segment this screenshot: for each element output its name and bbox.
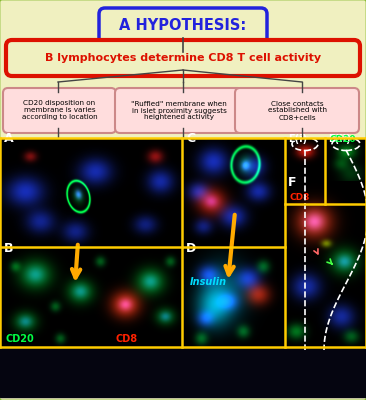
FancyBboxPatch shape bbox=[6, 40, 360, 76]
Text: B: B bbox=[4, 242, 14, 255]
Text: Close contacts
established with
CD8+cells: Close contacts established with CD8+cell… bbox=[268, 100, 326, 120]
Text: A HYPOTHESIS:: A HYPOTHESIS: bbox=[119, 18, 247, 34]
Bar bbox=[0, 347, 366, 397]
Text: C: C bbox=[186, 132, 195, 145]
FancyBboxPatch shape bbox=[235, 88, 359, 133]
Text: Insulin: Insulin bbox=[190, 277, 227, 287]
Text: CD20 disposition on
membrane is varies
according to location: CD20 disposition on membrane is varies a… bbox=[22, 100, 97, 120]
Text: "Ruffled" membrane when
in islet proximity suggests
heightened activity: "Ruffled" membrane when in islet proximi… bbox=[131, 100, 227, 120]
FancyBboxPatch shape bbox=[115, 88, 243, 133]
Text: F: F bbox=[288, 176, 296, 189]
Text: CD8: CD8 bbox=[115, 334, 137, 344]
Text: CD8: CD8 bbox=[289, 193, 309, 202]
Text: A: A bbox=[4, 132, 14, 145]
Text: CD20: CD20 bbox=[5, 334, 34, 344]
FancyBboxPatch shape bbox=[3, 88, 116, 133]
Text: E(ii): E(ii) bbox=[328, 134, 351, 144]
Text: CD20: CD20 bbox=[330, 135, 356, 144]
Text: B lymphocytes determine CD8 T cell activity: B lymphocytes determine CD8 T cell activ… bbox=[45, 53, 321, 63]
Text: E(i): E(i) bbox=[288, 134, 307, 144]
Text: D: D bbox=[186, 242, 196, 255]
FancyBboxPatch shape bbox=[99, 8, 267, 44]
